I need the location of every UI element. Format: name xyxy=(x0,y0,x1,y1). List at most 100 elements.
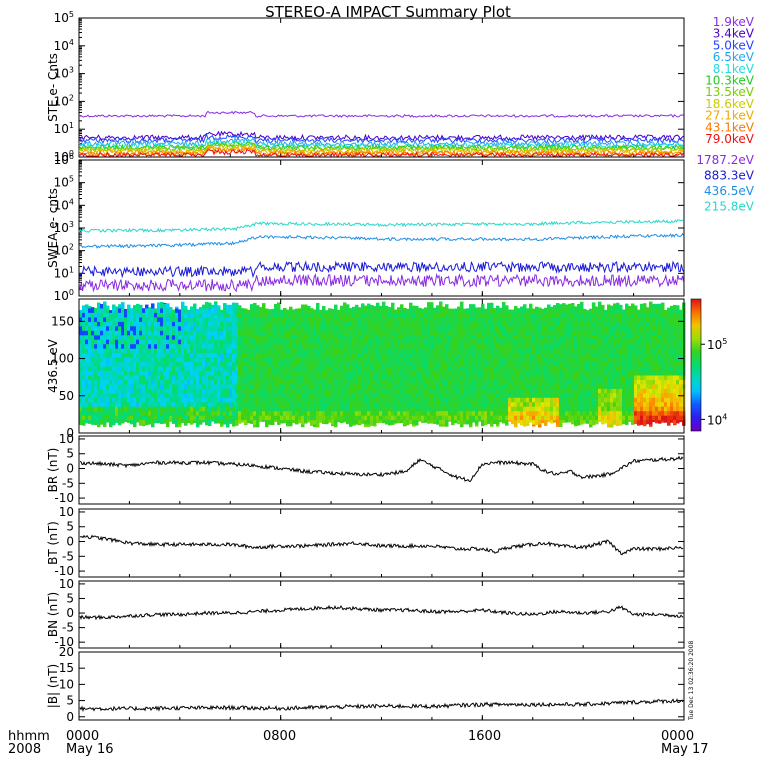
heatmap-cell xyxy=(157,348,161,354)
heatmap-cell xyxy=(253,424,257,428)
heatmap-cell xyxy=(589,339,593,345)
heatmap-cell xyxy=(382,410,386,416)
heatmap-cell xyxy=(289,370,293,376)
heatmap-cell xyxy=(460,388,464,394)
heatmap-cell xyxy=(127,379,131,385)
heatmap-cell xyxy=(421,419,425,424)
heatmap-cell xyxy=(457,325,461,331)
heatmap-cell xyxy=(502,307,506,313)
heatmap-cell xyxy=(307,392,311,398)
heatmap-cell xyxy=(259,410,263,416)
heatmap-cell xyxy=(310,325,314,331)
heatmap-cell xyxy=(418,339,422,345)
heatmap-cell xyxy=(520,415,524,421)
heatmap-cell xyxy=(175,370,179,376)
heatmap-cell xyxy=(244,348,248,354)
heatmap-cell xyxy=(265,366,269,371)
heatmap-cell xyxy=(523,397,527,403)
heatmap-cell xyxy=(328,343,332,349)
heatmap-cell xyxy=(562,325,566,331)
heatmap-cell xyxy=(394,348,398,354)
heatmap-cell xyxy=(220,339,224,345)
heatmap-cell xyxy=(244,334,248,340)
heatmap-cell xyxy=(586,348,590,354)
heatmap-cell xyxy=(439,312,443,318)
heatmap-cell xyxy=(166,303,170,309)
heatmap-cell xyxy=(148,334,152,340)
heatmap-cell xyxy=(268,370,272,376)
heatmap-cell xyxy=(343,415,347,421)
heatmap-cell xyxy=(169,348,173,354)
heatmap-cell xyxy=(265,406,269,412)
heatmap-cell xyxy=(127,410,131,416)
heatmap-cell xyxy=(283,410,287,416)
heatmap-cell xyxy=(130,321,134,327)
heatmap-cell xyxy=(487,321,491,327)
heatmap-cell xyxy=(235,370,239,376)
heatmap-cell xyxy=(136,312,140,318)
heatmap-cell xyxy=(430,343,434,349)
heatmap-cell xyxy=(184,415,188,421)
heatmap-cell xyxy=(484,343,488,349)
heatmap-cell xyxy=(133,379,137,385)
heatmap-cell xyxy=(262,334,266,340)
heatmap-cell xyxy=(355,343,359,349)
heatmap-cell xyxy=(508,321,512,327)
heatmap-cell xyxy=(124,334,128,340)
heatmap-cell xyxy=(490,334,494,340)
heatmap-cell xyxy=(91,307,95,309)
heatmap-cell xyxy=(190,361,194,367)
heatmap-cell xyxy=(247,316,251,322)
heatmap-cell xyxy=(328,325,332,331)
heatmap-cell xyxy=(475,415,479,421)
heatmap-cell xyxy=(523,410,527,416)
heatmap-cell xyxy=(526,312,530,318)
heatmap-cell xyxy=(226,357,230,363)
heatmap-cell xyxy=(544,410,548,416)
heatmap-cell xyxy=(373,374,377,380)
heatmap-cell xyxy=(346,366,350,371)
heatmap-cell xyxy=(319,415,323,421)
heatmap-cell xyxy=(556,312,560,318)
heatmap-cell xyxy=(493,312,497,318)
heatmap-cell xyxy=(523,312,527,318)
heatmap-cell xyxy=(415,339,419,345)
heatmap-cell xyxy=(109,392,113,398)
heatmap-cell xyxy=(184,410,188,416)
heatmap-cell xyxy=(181,374,185,380)
heatmap-cell xyxy=(301,410,305,416)
heatmap-cell xyxy=(130,308,134,313)
heatmap-cell xyxy=(307,339,311,345)
heatmap-cell xyxy=(340,334,344,340)
heatmap-cell xyxy=(475,343,479,349)
heatmap-cell xyxy=(250,370,254,376)
heatmap-cell xyxy=(103,370,107,376)
heatmap-cell xyxy=(196,383,200,389)
heatmap-cell xyxy=(478,374,482,380)
heatmap-cell xyxy=(250,383,254,389)
heatmap-cell xyxy=(517,357,521,363)
heatmap-cell xyxy=(472,339,476,345)
heatmap-cell xyxy=(571,419,575,425)
heatmap-cell xyxy=(127,352,131,358)
heatmap-cell xyxy=(265,415,269,421)
heatmap-cell xyxy=(295,334,299,340)
heatmap-cell xyxy=(94,383,98,389)
heatmap-cell xyxy=(289,379,293,385)
heatmap-cell xyxy=(226,374,230,380)
heatmap-cell xyxy=(565,392,569,398)
heatmap-cell xyxy=(133,366,137,371)
heatmap-cell xyxy=(469,379,473,385)
heatmap-cell xyxy=(124,410,128,416)
heatmap-cell xyxy=(568,397,572,403)
heatmap-cell xyxy=(463,419,467,425)
heatmap-cell xyxy=(445,330,449,336)
heatmap-cell xyxy=(148,401,152,407)
heatmap-cell xyxy=(274,392,278,398)
heatmap-cell xyxy=(226,330,230,336)
heatmap-cell xyxy=(115,374,119,380)
heatmap-cell xyxy=(265,308,269,313)
heatmap-cell xyxy=(220,343,224,349)
heatmap-cell xyxy=(502,401,506,407)
heatmap-cell xyxy=(94,330,98,336)
